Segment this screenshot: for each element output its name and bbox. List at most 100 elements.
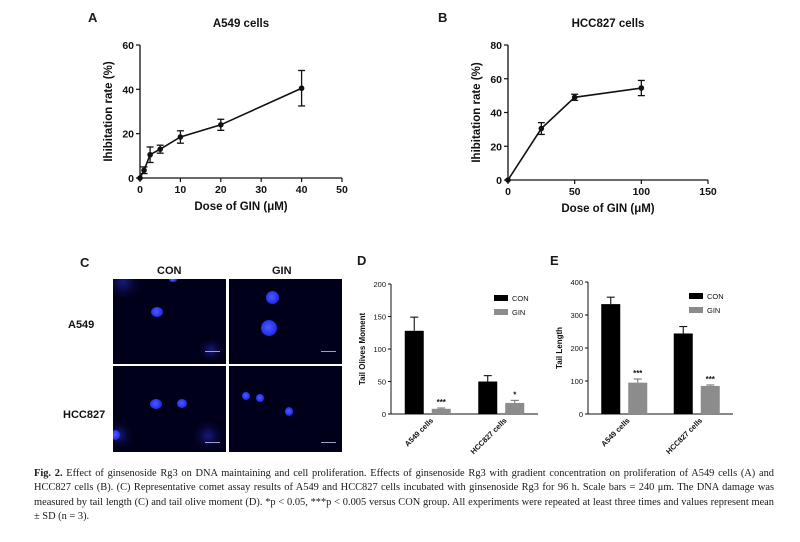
chart-e-y-tick-label: 400 [570,278,583,287]
chart-a-data-point [157,146,163,152]
chart-b: 0 20 40 60 80 0 50 100 150 HCC827 cells Dose of GI… [471,18,717,215]
comet-nucleus [169,279,177,282]
scale-bar [205,442,220,443]
chart-a-data-point [147,151,153,158]
chart-b-x-tick-label: 0 [505,186,511,198]
chart-e-legend-label: GIN [707,306,720,315]
chart-e-y-label: Tail Length [555,327,564,369]
chart-a-x-label: Dose of GIN (μM) [194,201,287,213]
comet-nucleus [242,392,250,400]
comet-nucleus [261,320,277,336]
chart-a: 0 20 40 60 0 10 20 30 40 50 A549 cells Dose of GIN … [103,18,348,213]
col-label-gin: GIN [272,265,292,277]
caption-fig-label: Fig. 2. [34,468,63,479]
chart-a-data-point [141,167,147,174]
chart-a-x-tick-label: 10 [175,184,187,196]
chart-d-bar [404,330,424,414]
chart-b-y-tick-label: 20 [490,141,502,153]
comet-nucleus [285,407,293,416]
chart-e-y-tick-label: 100 [570,377,583,386]
comet-nucleus [113,430,120,440]
chart-a-data-point [298,85,305,92]
chart-a-x-tick-label: 30 [255,184,267,196]
panel-label-e: E [550,253,559,268]
chart-a-x-tick-label: 0 [137,184,143,196]
chart-b-title: HCC827 cells [572,18,645,30]
chart-b-series-line [507,87,642,181]
chart-b-y-tick-label: 60 [490,74,502,86]
row-label-hcc827: HCC827 [63,409,106,421]
chart-a-x-tick-label: 40 [296,184,308,196]
chart-e-bar [700,385,720,414]
chart-d-bar [431,408,451,414]
comet-nucleus [266,291,279,304]
micrograph-hcc827-con [113,366,226,452]
chart-b-data-point [638,85,645,91]
chart-a-data-point [218,122,224,128]
chart-d-category-label: HCC827 cells [469,416,509,456]
chart-d-y-tick-label: 100 [373,345,386,354]
chart-d-y-tick-label: 150 [373,313,386,322]
chart-b-x-label: Dose of GIN (μM) [561,203,654,215]
chart-d-legend-swatch [494,295,508,301]
chart-b-y-tick-label: 0 [496,175,502,187]
chart-a-series-line [139,87,302,179]
chart-d: 0 50 100 150 200 Tail Olives Moment ***A549 ce… [358,280,538,456]
micrograph-a549-con [113,279,226,364]
chart-a-y-tick-label: 20 [122,129,134,141]
chart-a-y-tick-label: 60 [122,40,134,52]
chart-e-legend-swatch [689,293,703,299]
chart-a-title: A549 cells [213,18,269,30]
chart-e-category-label: A549 cells [599,416,631,448]
scale-bar [321,442,336,443]
chart-a-data-point [137,175,143,181]
chart-b-data-point [538,125,545,132]
scale-bar [321,351,336,352]
chart-d-significance-mark: * [513,390,517,399]
chart-d-legend-label: CON [512,294,529,303]
chart-a-y-tick-label: 40 [122,84,134,96]
col-label-con: CON [157,265,182,277]
chart-a-data-point [177,134,184,140]
comet-nucleus [177,399,187,408]
chart-d-significance-mark: *** [437,398,447,407]
chart-e-legend-label: CON [707,292,724,301]
figure-caption: Fig. 2. Effect of ginsenoside Rg3 on DNA… [34,467,774,524]
chart-a-y-tick-label: 0 [128,173,134,185]
chart-b-data-point [571,94,578,101]
caption-text: Effect of ginsenoside Rg3 on DNA maintai… [34,468,774,522]
chart-e-bar [601,304,621,414]
chart-e-bar [628,382,648,414]
chart-b-y-tick-label: 40 [490,108,502,120]
row-label-a549: A549 [68,319,95,331]
chart-b-x-tick-label: 50 [569,186,581,198]
comet-nucleus [150,399,162,409]
chart-d-y-tick-label: 200 [373,280,386,289]
chart-b-data-point [505,177,511,183]
micrograph-hcc827-gin [229,366,342,452]
chart-e-significance-mark: *** [633,369,643,378]
panel-label-a: A [88,10,98,25]
chart-d-y-tick-label: 0 [382,410,386,419]
chart-d-category-label: A549 cells [403,416,435,448]
panel-label-c: C [80,255,90,270]
chart-b-x-tick-label: 100 [633,186,651,198]
scale-bar [205,351,220,352]
chart-d-bar [505,402,525,414]
chart-e-y-tick-label: 300 [570,311,583,320]
chart-d-y-label: Tail Olives Moment [358,313,367,386]
chart-d-y-tick-label: 50 [378,378,386,387]
chart-d-legend-label: GIN [512,308,525,317]
chart-e-y-tick-label: 200 [570,344,583,353]
chart-e: 0 100 200 300 400 Tail Length *** A549 cells ***… [555,278,733,456]
chart-e-bar [673,333,693,414]
chart-e-legend-swatch [689,307,703,313]
chart-b-y-label: Ihibitation rate (%) [471,62,483,162]
panel-label-d: D [357,253,367,268]
chart-d-bar [478,381,498,414]
chart-b-x-tick-label: 150 [699,186,717,198]
comet-nucleus [151,307,163,317]
chart-a-y-label: Ihibitation rate (%) [103,61,115,161]
chart-d-legend-swatch [494,309,508,315]
